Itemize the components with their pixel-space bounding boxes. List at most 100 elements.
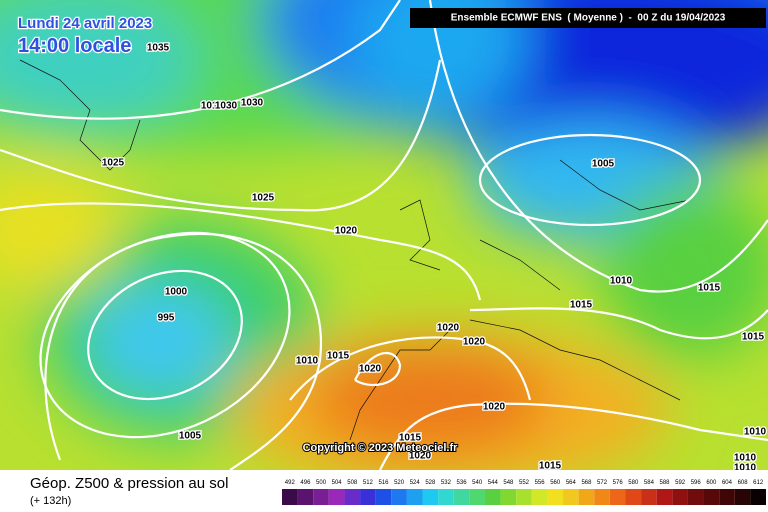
- scale-swatch: [360, 489, 376, 505]
- isobar: [354, 352, 402, 387]
- scale-label: 516: [378, 480, 389, 486]
- scale-swatch: [641, 489, 657, 505]
- isobar-label: 1005: [592, 159, 615, 170]
- scale-swatch: [563, 489, 579, 505]
- coastline: [19, 59, 691, 441]
- isobar-label: 1015: [742, 332, 765, 343]
- local-time: 14:00 locale: [18, 35, 131, 57]
- scale-swatch: [516, 489, 532, 505]
- scale-label: 536: [457, 480, 468, 486]
- isobar-label: 1000: [165, 287, 188, 298]
- scale-label: 552: [519, 480, 530, 486]
- isobar: [0, 202, 482, 301]
- isobar: [469, 307, 768, 340]
- isobar-label: 995: [158, 313, 175, 324]
- isobar-label: 1020: [335, 226, 358, 237]
- scale-label: 564: [566, 480, 577, 486]
- scale-label: 508: [347, 480, 358, 486]
- isobar: [0, 0, 401, 120]
- isobar-label: 1015: [570, 300, 593, 311]
- copyright: Copyright © 2023 Meteociel.fr: [303, 442, 459, 454]
- scale-label: 540: [472, 480, 483, 486]
- scale-label: 576: [613, 480, 624, 486]
- isobar-label: 1005: [179, 431, 202, 442]
- scale-swatch: [672, 489, 688, 505]
- isobar-label: 1025: [102, 158, 125, 169]
- date: Lundi 24 avril 2023: [18, 15, 152, 32]
- isobar-label: 1020: [359, 364, 382, 375]
- scale-swatch: [422, 489, 439, 505]
- scale-label: 492: [285, 480, 296, 486]
- scale-label: 500: [316, 480, 327, 486]
- scale-swatch: [313, 489, 329, 505]
- scale-label: 608: [738, 480, 749, 486]
- scale-swatch: [719, 489, 735, 505]
- isobar: [289, 336, 532, 401]
- isobar: [428, 0, 768, 293]
- scale-swatch: [453, 489, 470, 505]
- scale-swatch: [344, 489, 361, 505]
- scale-swatch: [282, 489, 298, 505]
- isobar: [0, 59, 442, 212]
- scale-swatch: [484, 489, 501, 505]
- scale-swatch: [609, 489, 626, 505]
- scale-label: 560: [550, 480, 561, 486]
- isobar-label: 1015: [698, 283, 721, 294]
- scale-swatch: [594, 489, 610, 505]
- isobar: [44, 232, 323, 470]
- isobar-label: 1015: [539, 461, 562, 472]
- scale-swatch: [578, 489, 595, 505]
- run-info: Ensemble ECMWF ENS ( Moyenne ) - 00 Z du…: [451, 13, 726, 24]
- scale-label: 504: [332, 480, 343, 486]
- isobar-label: 1010: [734, 453, 757, 464]
- scale-swatch: [328, 489, 345, 505]
- scale-swatch: [391, 489, 407, 505]
- scale-swatch: [750, 489, 766, 505]
- isobar-label: 1015: [399, 433, 422, 444]
- scale-swatch: [734, 489, 751, 505]
- scale-label: 568: [581, 480, 592, 486]
- scale-swatch: [438, 489, 454, 505]
- scale-label: 556: [535, 480, 546, 486]
- scale-swatch: [547, 489, 564, 505]
- scale-label: 596: [691, 480, 702, 486]
- scale-swatch: [656, 489, 673, 505]
- scale-label: 604: [722, 480, 733, 486]
- isobar: [379, 402, 768, 470]
- isobar: [87, 269, 243, 401]
- scale-label: 496: [300, 480, 311, 486]
- scale-label: 524: [410, 480, 421, 486]
- isobar-label: 1030: [215, 101, 238, 112]
- scale-swatch: [531, 489, 548, 505]
- scale-label: 532: [441, 480, 452, 486]
- scale-label: 528: [425, 480, 436, 486]
- isobar-label: 1010: [201, 101, 224, 112]
- scale-label: 548: [503, 480, 514, 486]
- scale-swatch: [625, 489, 642, 505]
- isobar-label: 1020: [463, 337, 486, 348]
- isobar-label: 1010: [744, 427, 767, 438]
- scale-swatch: [687, 489, 704, 505]
- isobar-label: 1015: [327, 351, 350, 362]
- run-banner: [410, 8, 766, 28]
- isobar-label: 1010: [734, 463, 757, 474]
- color-scale: 492 496 500 504 508 512 516 520 524 528 532 536 540 5…: [282, 480, 766, 505]
- scale-label: 520: [394, 480, 405, 486]
- scale-label: 600: [706, 480, 717, 486]
- scale-swatch: [406, 489, 423, 505]
- scale-swatch: [375, 489, 392, 505]
- isobar-label: 1020: [409, 451, 432, 462]
- scale-label: 592: [675, 480, 686, 486]
- isobar-label: 1030: [241, 98, 264, 109]
- scale-swatch: [469, 489, 485, 505]
- scale-label: 512: [363, 480, 374, 486]
- lead-time: (+ 132h): [30, 495, 71, 507]
- scale-label: 588: [660, 480, 671, 486]
- isobar-label: 1020: [437, 323, 460, 334]
- field: 1035 1010 1030 1030 1025 1025 1020 1005 …: [0, 0, 768, 474]
- scale-label: 584: [644, 480, 655, 486]
- scale-label: 544: [488, 480, 499, 486]
- isobar-label: 1010: [296, 356, 319, 367]
